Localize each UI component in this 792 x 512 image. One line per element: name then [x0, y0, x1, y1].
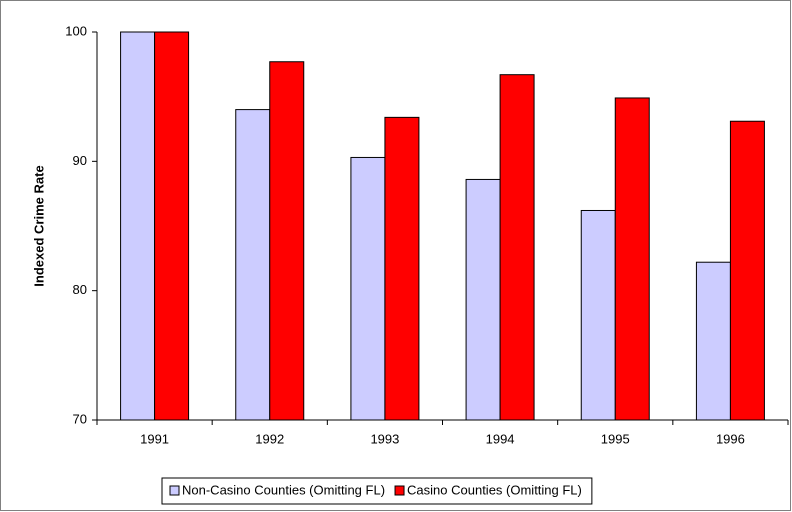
- bar: [695, 261, 731, 421]
- x-tick-label: 1991: [140, 431, 169, 446]
- legend-swatch: [394, 485, 405, 496]
- legend-label: Non-Casino Counties (Omitting FL): [182, 482, 385, 497]
- bar: [499, 74, 535, 421]
- bar: [235, 109, 271, 421]
- bar: [120, 31, 156, 421]
- x-tick-label: 1996: [716, 431, 745, 446]
- bar: [465, 178, 501, 421]
- legend-box: [161, 477, 593, 505]
- y-tick-label: 100: [65, 23, 87, 38]
- bar: [580, 209, 616, 421]
- bar: [269, 61, 305, 421]
- y-tick-label: 70: [73, 411, 87, 426]
- legend-swatch: [169, 485, 180, 496]
- legend-label: Casino Counties (Omitting FL): [407, 482, 582, 497]
- y-tick-label: 80: [73, 282, 87, 297]
- x-tick-label: 1992: [255, 431, 284, 446]
- bar: [614, 97, 650, 421]
- bar: [350, 156, 386, 421]
- bar: [384, 116, 420, 421]
- bar: [729, 120, 765, 421]
- x-tick-label: 1993: [370, 431, 399, 446]
- x-tick-label: 1995: [601, 431, 630, 446]
- y-axis-label: Indexed Crime Rate: [31, 165, 46, 286]
- x-tick-label: 1994: [486, 431, 515, 446]
- y-tick-label: 90: [73, 153, 87, 168]
- bar: [154, 31, 190, 421]
